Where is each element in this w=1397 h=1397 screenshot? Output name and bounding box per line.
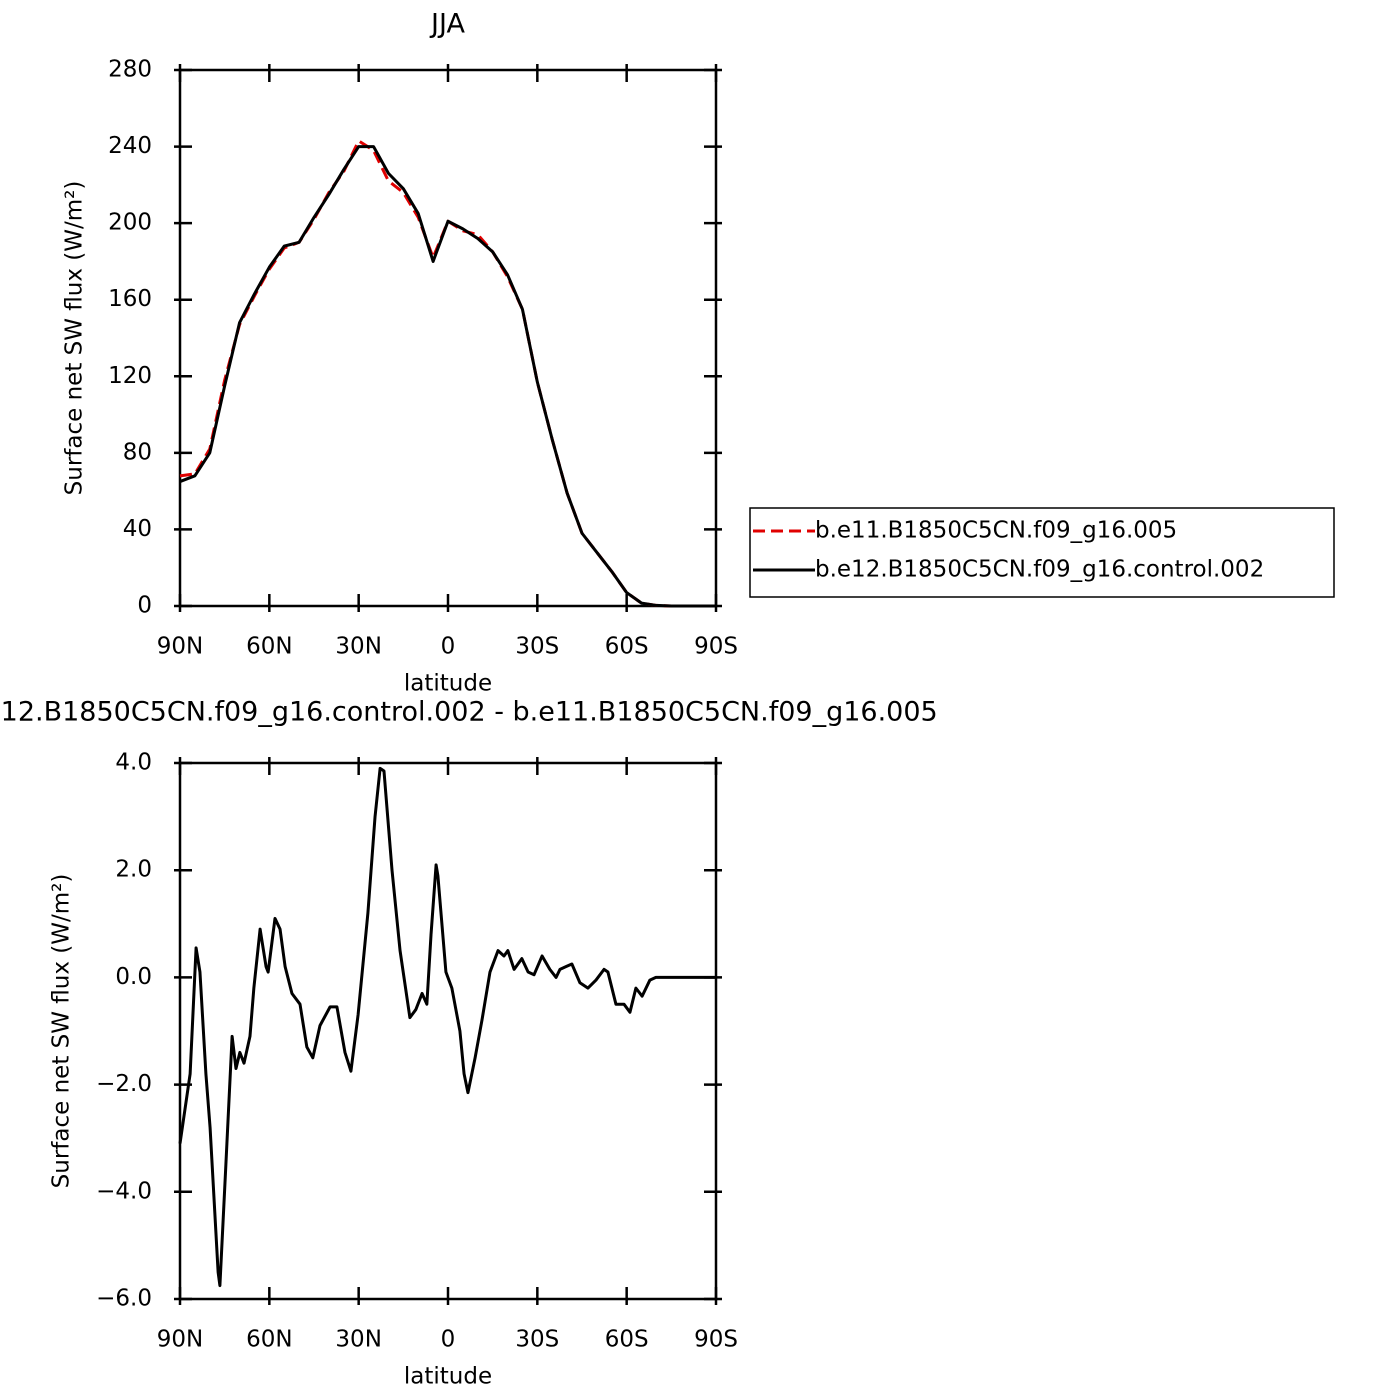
x-tick-label: 30N (335, 1327, 381, 1353)
legend-label: b.e12.B1850C5CN.f09_g16.control.002 (815, 557, 1264, 583)
x-tick-label: 30N (335, 634, 381, 660)
y-tick-label: −2.0 (96, 1071, 152, 1097)
x-tick-label: 60N (246, 634, 292, 660)
x-tick-label: 30S (515, 634, 559, 660)
y-tick-label: 0 (137, 593, 152, 619)
x-tick-label: 30S (515, 1327, 559, 1353)
legend-label: b.e11.B1850C5CN.f09_g16.005 (815, 518, 1177, 544)
x-axis-label: latitude (404, 1364, 492, 1390)
x-tick-label: 90N (157, 634, 203, 660)
data-line (179, 139, 716, 608)
chart-title: JJA (429, 9, 465, 40)
plot-frame (178, 761, 718, 1301)
y-tick-label: 40 (123, 516, 152, 542)
x-tick-label: 60S (605, 1327, 649, 1353)
y-tick-label: −6.0 (96, 1286, 152, 1312)
y-tick-label: 120 (108, 363, 152, 389)
x-tick-label: 0 (441, 1327, 456, 1353)
x-axis-label: latitude (404, 671, 492, 697)
legend-box (749, 507, 1335, 598)
y-tick-label: 4.0 (115, 750, 152, 776)
x-tick-label: 0 (441, 634, 456, 660)
x-tick-label: 90S (694, 634, 738, 660)
y-tick-label: 2.0 (115, 857, 152, 883)
y-tick-label: 0.0 (115, 964, 152, 990)
y-axis-label: Surface net SW flux (W/m²) (62, 181, 88, 496)
x-tick-label: 60N (246, 1327, 292, 1353)
y-axis-label: Surface net SW flux (W/m²) (49, 874, 75, 1189)
y-tick-label: 280 (108, 57, 152, 83)
y-tick-label: 240 (108, 133, 152, 159)
plot-frame (178, 68, 718, 608)
data-line (178, 766, 716, 1288)
data-line (179, 145, 716, 608)
y-tick-label: 160 (108, 286, 152, 312)
x-tick-label: 90S (694, 1327, 738, 1353)
x-tick-label: 90N (157, 1327, 203, 1353)
chart-title: b.e12.B1850C5CN.f09_g16.control.002 - b.… (0, 697, 938, 728)
y-tick-label: 200 (108, 210, 152, 236)
y-tick-label: 80 (123, 439, 152, 465)
x-tick-label: 60S (605, 634, 649, 660)
y-tick-label: −4.0 (96, 1178, 152, 1204)
